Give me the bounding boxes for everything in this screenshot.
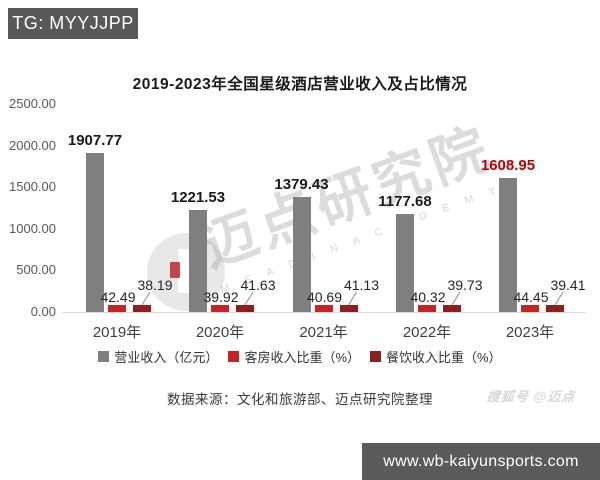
bar-dining-share-2022年 — [443, 305, 461, 312]
value-label-revenue-2020年: 1221.53 — [170, 189, 226, 207]
y-axis-tick-1000: 1000.00 — [9, 220, 56, 236]
footer-url-bar: www.wb-kaiyunsports.com — [362, 443, 600, 480]
legend-item-2: 餐饮收入比重（%） — [370, 347, 502, 366]
bar-revenue-2021年 — [292, 197, 311, 312]
value-label-revenue-2023年: 1608.95 — [480, 157, 536, 175]
chart-legend: 营业收入（亿元） 客房收入比重（%） 餐饮收入比重（%） — [0, 347, 600, 366]
legend-item-0: 营业收入（亿元） — [98, 347, 218, 366]
bar-room-share-2021年 — [314, 305, 333, 312]
legend-swatch-icon — [98, 351, 110, 362]
value-label-room-share-2023年: 44.45 — [513, 289, 549, 305]
bar-revenue-2020年 — [189, 210, 207, 312]
bar-dining-share-2021年 — [339, 305, 358, 312]
bar-dining-share-2020年 — [236, 305, 254, 312]
bar-room-share-2022年 — [418, 305, 436, 312]
legend-swatch-icon — [370, 351, 381, 362]
bar-revenue-2022年 — [396, 214, 414, 312]
legend-label: 客房收入比重（%） — [244, 350, 360, 365]
legend-label: 营业收入（亿元） — [114, 350, 219, 365]
x-axis-label-2019年: 2019年 — [92, 324, 142, 341]
x-axis-label-2023年: 2023年 — [505, 324, 555, 341]
bar-room-share-2019年 — [108, 305, 126, 312]
value-label-dining-share-2022年: 39.73 — [447, 277, 483, 293]
bar-room-share-2023年 — [521, 305, 539, 312]
bar-revenue-2019年 — [86, 153, 104, 312]
legend-item-1: 客房收入比重（%） — [228, 347, 360, 366]
value-label-dining-share-2019年: 38.19 — [137, 277, 173, 293]
value-label-room-share-2020年: 39.92 — [203, 289, 239, 305]
legend-label: 餐饮收入比重（%） — [386, 350, 502, 365]
y-axis-tick-2000: 2000.00 — [9, 137, 56, 153]
x-axis-label-2022年: 2022年 — [402, 324, 452, 341]
bar-dining-share-2019年 — [133, 305, 151, 312]
chart-title: 2019-2023年全国星级酒店营业收入及占比情况 — [132, 76, 468, 93]
value-label-dining-share-2020年: 41.63 — [240, 277, 276, 293]
tg-badge-text: TG: MYYJJPP — [12, 13, 134, 33]
value-label-room-share-2019年: 42.49 — [100, 289, 136, 305]
bar-room-share-2020年 — [211, 305, 229, 312]
bar-dining-share-2023年 — [546, 305, 564, 312]
x-axis-line — [62, 312, 586, 313]
value-label-dining-share-2023年: 39.41 — [550, 277, 586, 293]
value-label-dining-share-2021年: 41.13 — [343, 277, 380, 293]
value-label-room-share-2022年: 40.32 — [410, 289, 446, 305]
legend-swatch-icon — [228, 351, 240, 362]
y-axis-tick-500: 500.00 — [16, 262, 56, 278]
x-axis-label-2021年: 2021年 — [299, 324, 348, 341]
corner-watermark: 搜狐号 @迈点 — [486, 389, 576, 404]
y-axis-tick-0: 0.00 — [30, 304, 56, 319]
bar-revenue-2023年 — [499, 178, 517, 312]
y-axis-tick-1500: 1500.00 — [9, 179, 56, 195]
footer-url-text: www.wb-kaiyunsports.com — [383, 452, 579, 470]
x-axis-label-2020年: 2020年 — [195, 324, 245, 341]
tg-badge: TG: MYYJJPP — [8, 8, 138, 39]
value-label-revenue-2019年: 1907.77 — [67, 132, 123, 150]
y-axis-tick-2500: 2500.00 — [9, 96, 56, 111]
value-label-room-share-2021年: 40.69 — [306, 289, 343, 305]
value-label-revenue-2021年: 1379.43 — [274, 176, 329, 194]
value-label-revenue-2022年: 1177.68 — [378, 193, 432, 211]
source-note: 数据来源：文化和旅游部、迈点研究院整理 — [167, 392, 433, 407]
